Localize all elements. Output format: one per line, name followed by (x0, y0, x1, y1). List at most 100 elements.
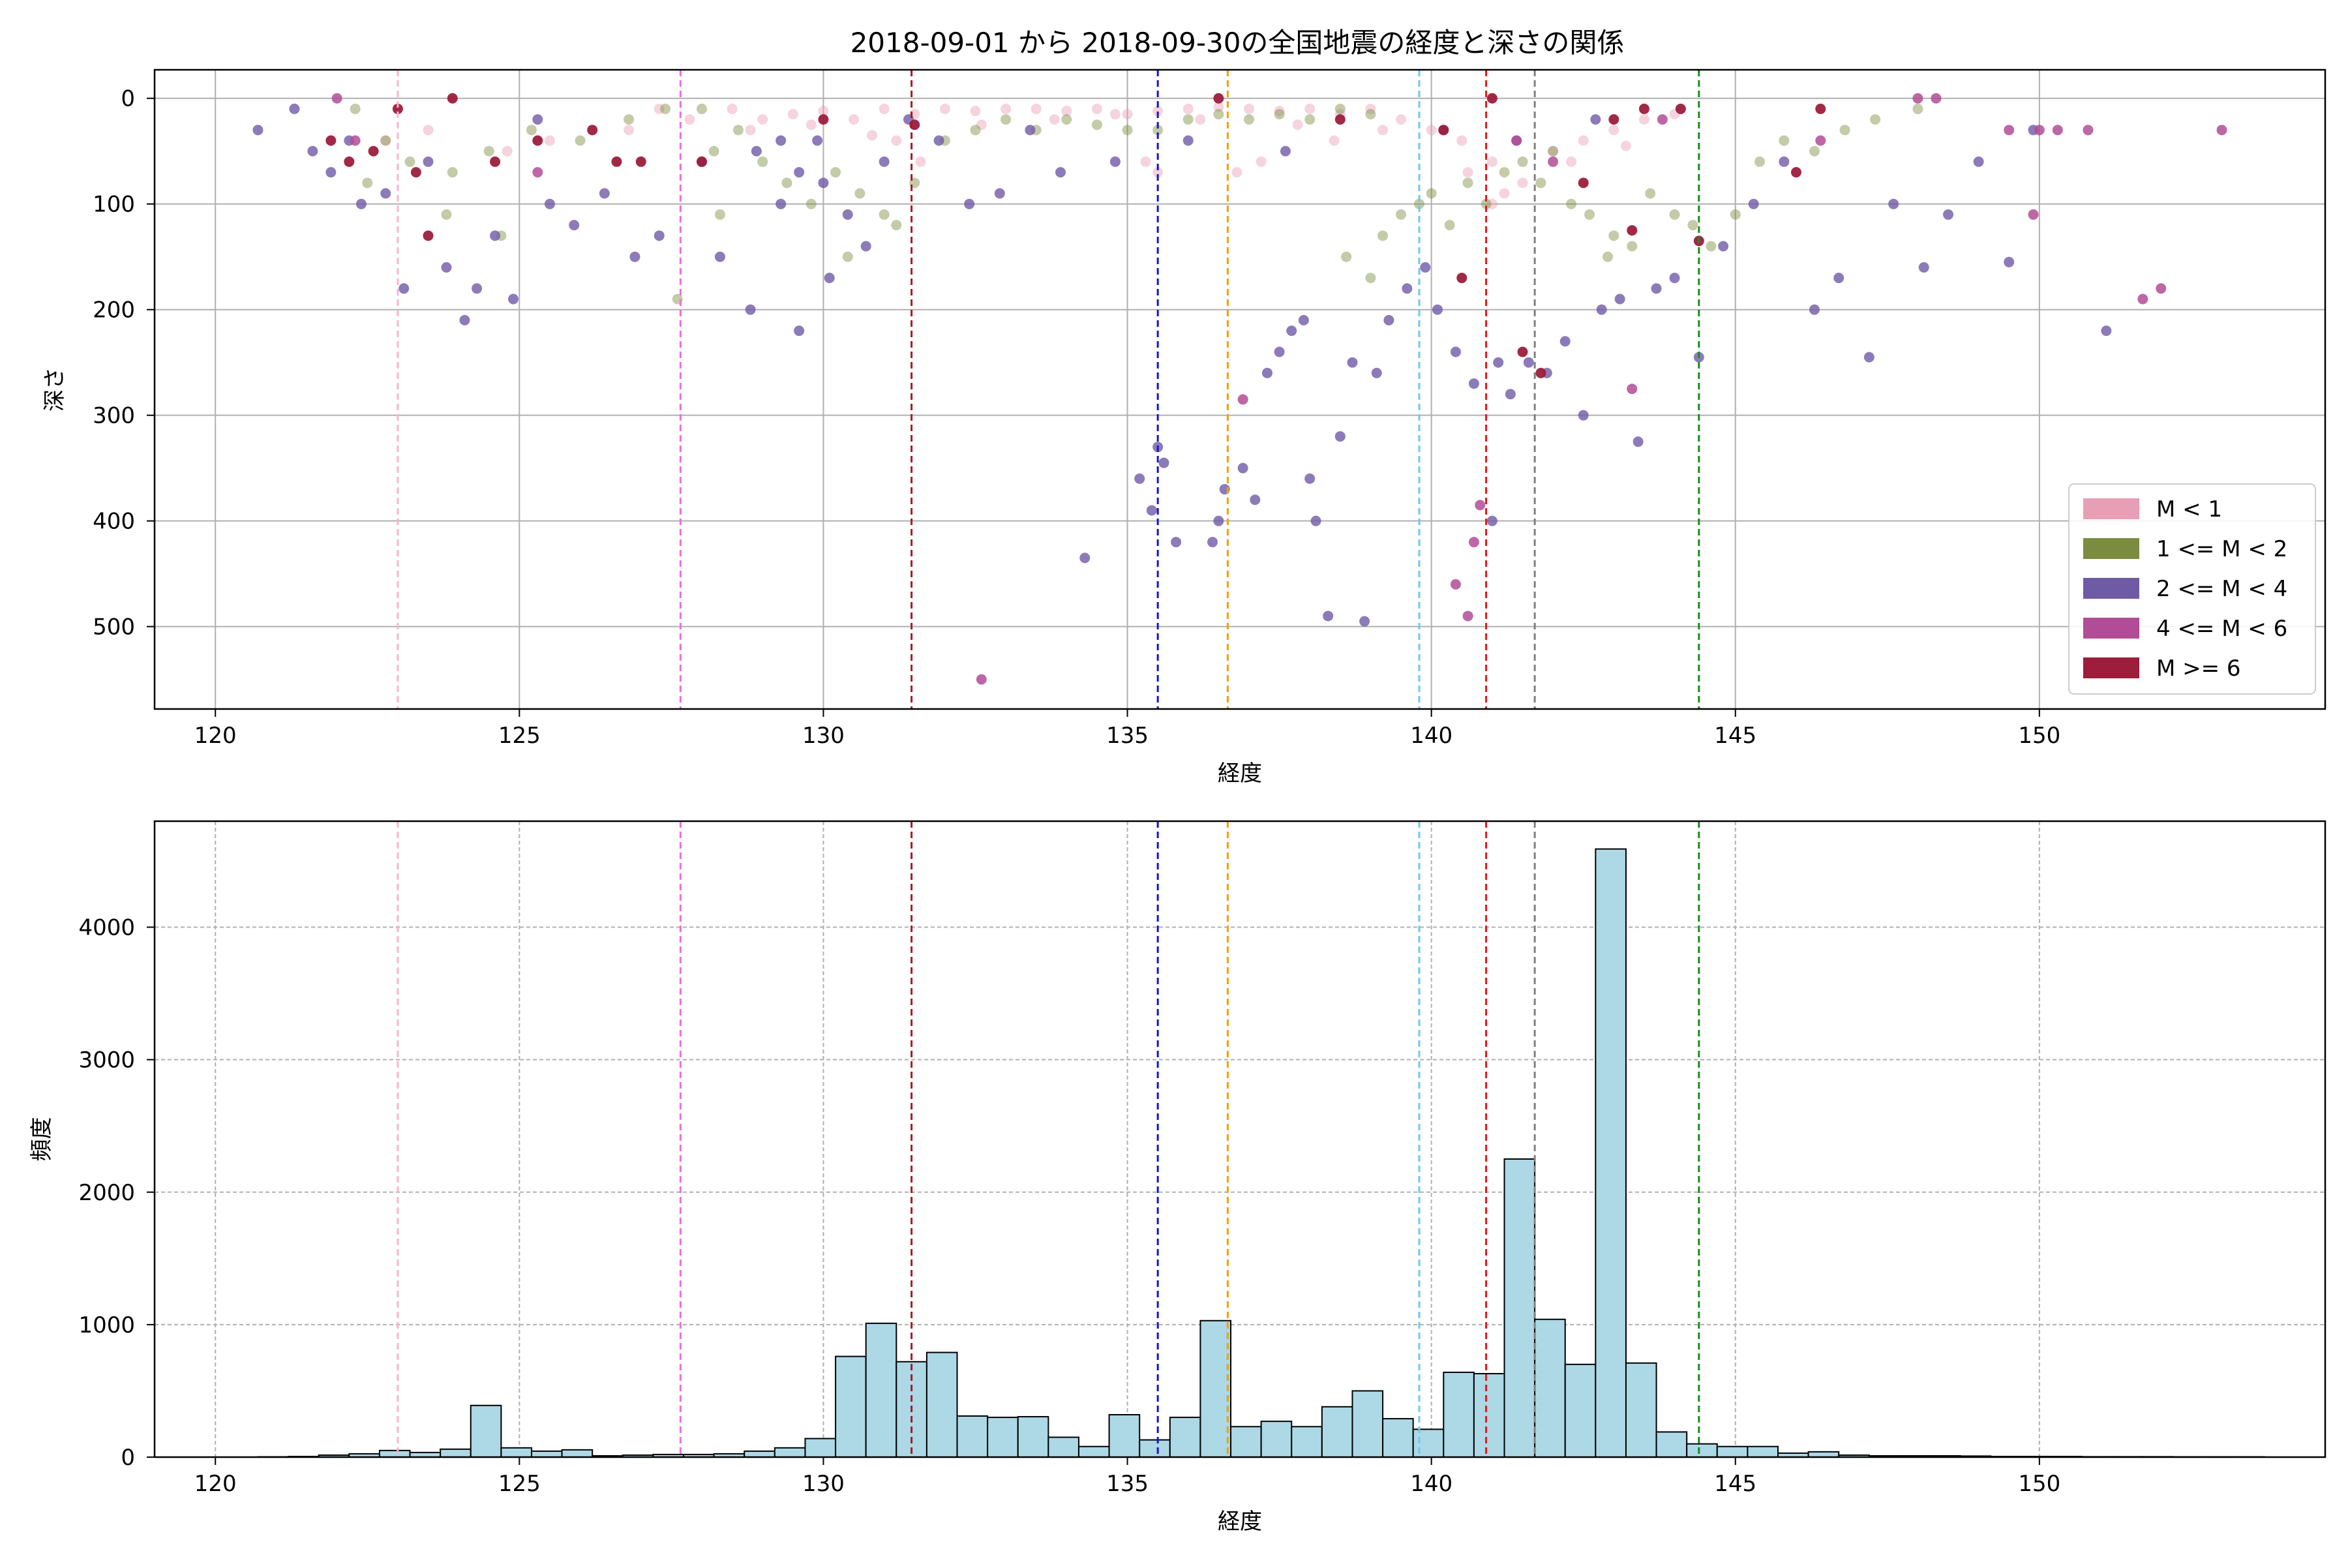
scatter-point (757, 114, 768, 125)
scatter-point (1608, 230, 1619, 241)
scatter-point (782, 177, 792, 188)
scatter-point (1183, 114, 1194, 125)
scatter-point (1396, 114, 1406, 125)
scatter-point (1092, 104, 1102, 114)
legend-label: 1 <= M < 2 (2156, 536, 2287, 562)
scatter-y-tick-label: 500 (93, 614, 135, 641)
scatter-point (1469, 537, 1479, 547)
scatter-point (995, 188, 1005, 199)
histogram-x-axis-label: 経度 (1218, 1509, 1262, 1535)
scatter-point (1426, 188, 1437, 199)
histogram-bar (1048, 1438, 1079, 1457)
scatter-point (1864, 352, 1874, 363)
scatter-point (794, 167, 804, 177)
scatter-point (1912, 104, 1923, 114)
scatter-point (1061, 114, 1072, 125)
scatter-point (1615, 294, 1625, 305)
histogram-bar (1687, 1444, 1717, 1457)
scatter-point (1238, 463, 1248, 474)
scatter-point (344, 157, 354, 167)
scatter-point (587, 125, 597, 135)
scatter-point (775, 199, 786, 209)
scatter-point (1274, 109, 1285, 119)
scatter-y-tick-label: 300 (93, 403, 135, 429)
scatter-point (1158, 458, 1169, 468)
scatter-point (1815, 136, 1826, 146)
histogram-x-tick-label: 145 (1714, 1471, 1756, 1497)
scatter-point (411, 167, 421, 177)
scatter-point (1323, 611, 1333, 621)
scatter-reference-lines (398, 70, 1699, 709)
histogram-y-tick-label: 2000 (78, 1180, 135, 1206)
scatter-x-tick-label: 135 (1106, 723, 1149, 749)
scatter-point (745, 305, 756, 315)
scatter-point (472, 283, 482, 294)
scatter-point (1524, 357, 1534, 368)
scatter-point (806, 119, 817, 130)
histogram-x-tick-label: 130 (802, 1471, 845, 1497)
scatter-point (611, 157, 622, 167)
histogram-x-tick-label: 125 (498, 1471, 541, 1497)
scatter-y-tick-label: 400 (93, 509, 135, 535)
scatter-point (447, 167, 458, 177)
scatter-point (775, 136, 786, 146)
scatter-point (1463, 611, 1473, 621)
scatter-point (1456, 136, 1467, 146)
scatter-point (849, 114, 859, 125)
scatter-point (1463, 167, 1473, 177)
histogram-bar (1200, 1321, 1231, 1457)
scatter-point (1499, 167, 1510, 177)
scatter-point (1049, 114, 1060, 125)
scatter-point (1377, 125, 1388, 135)
scatter-point (794, 325, 804, 336)
histogram-x-tick-label: 135 (1106, 1471, 1149, 1497)
scatter-point (1517, 177, 1528, 188)
scatter-point (660, 104, 670, 114)
scatter-grid (155, 70, 2325, 709)
scatter-point (1535, 177, 1546, 188)
scatter-point (1001, 104, 1011, 114)
histogram-bar (471, 1406, 502, 1457)
histogram-bar (1505, 1159, 1535, 1457)
scatter-point (697, 157, 707, 167)
histogram-bar (1626, 1363, 1657, 1457)
legend-swatch (2083, 657, 2139, 678)
scatter-x-tick-label: 150 (2018, 723, 2060, 749)
scatter-point (1207, 537, 1218, 547)
scatter-point (861, 241, 871, 252)
histogram-bar (1079, 1447, 1109, 1457)
scatter-point (1244, 104, 1254, 114)
scatter-point (1304, 114, 1315, 125)
scatter-point (569, 220, 579, 230)
scatter-point (405, 157, 415, 167)
scatter-point (423, 230, 433, 241)
scatter-point (1475, 500, 1485, 510)
histogram-bar (1291, 1426, 1322, 1457)
scatter-point (1670, 273, 1680, 283)
scatter-point (1511, 136, 1522, 146)
scatter-point (1445, 220, 1455, 230)
scatter-point (1110, 109, 1121, 119)
scatter-point (697, 104, 707, 114)
scatter-point (1001, 114, 1011, 125)
scatter-point (369, 146, 379, 157)
scatter-point (1195, 114, 1205, 125)
scatter-point (1274, 346, 1285, 357)
legend-label: M >= 6 (2156, 656, 2241, 682)
scatter-point (599, 188, 610, 199)
scatter-point (1451, 579, 1461, 590)
scatter-point (1213, 93, 1224, 104)
scatter-point (1420, 262, 1430, 273)
scatter-point (1377, 230, 1388, 241)
histogram-bar (1595, 849, 1626, 1457)
legend-label: 4 <= M < 6 (2156, 616, 2287, 642)
scatter-point (1912, 93, 1923, 104)
scatter-point (818, 114, 828, 125)
histogram-bar (380, 1451, 410, 1457)
scatter-point (2053, 125, 2063, 135)
scatter-point (307, 146, 318, 157)
scatter-point (1730, 209, 1741, 220)
scatter-point (879, 157, 890, 167)
scatter-point (830, 167, 841, 177)
